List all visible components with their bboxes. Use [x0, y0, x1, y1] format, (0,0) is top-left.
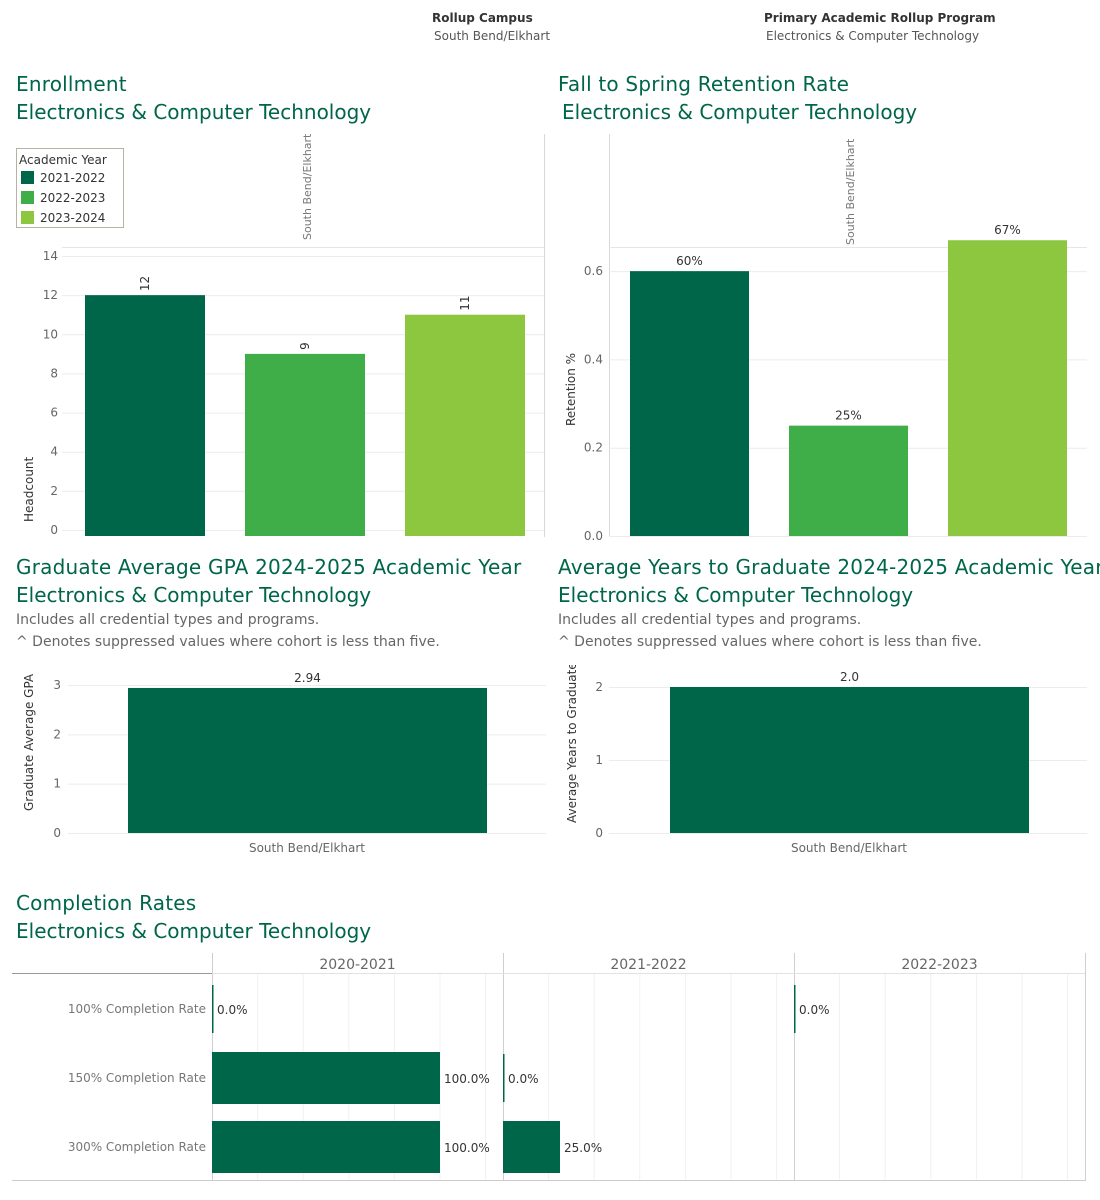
- bar-value-label: 12: [138, 276, 152, 291]
- y-tick-label: 0.2: [584, 441, 603, 455]
- legend-swatch: [21, 191, 34, 204]
- completion-value-label: 100.0%: [444, 1072, 490, 1086]
- gpa-note-suppressed: ^ Denotes suppressed values where cohort…: [16, 634, 440, 650]
- gpa-subtitle: Electronics & Computer Technology: [16, 583, 372, 607]
- y-tick-label: 6: [50, 406, 58, 420]
- y-tick-label: 0: [53, 826, 61, 840]
- enrollment-chart: South Bend/Elkhart 12 9 11 0 2 4 6 8 10 12 14 Hea…: [22, 133, 545, 537]
- panel-header-2022-2023: 2022-2023: [901, 957, 977, 973]
- enrollment-panel-header: South Bend/Elkhart: [301, 133, 314, 240]
- completion-value-label: 100.0%: [444, 1141, 490, 1155]
- y-tick-label: 14: [43, 249, 58, 263]
- gpa-note-credentials: Includes all credential types and progra…: [16, 612, 320, 628]
- completion-value-label: 25.0%: [564, 1141, 602, 1155]
- y-tick-label: 1: [595, 753, 603, 767]
- legend-swatch: [21, 171, 34, 184]
- years-x-category-label: South Bend/Elkhart: [791, 841, 907, 855]
- retention-subtitle: Electronics & Computer Technology: [562, 100, 918, 124]
- bar-value-label: 11: [458, 295, 472, 310]
- y-tick-label: 0.4: [584, 352, 603, 366]
- y-tick-label: 0.6: [584, 264, 603, 278]
- campus-filter-label: Rollup Campus: [432, 11, 533, 25]
- y-tick-label: 4: [50, 445, 58, 459]
- retention-chart: South Bend/Elkhart 60% 25% 67% 0.0 0.2 0.4 0.…: [564, 134, 1087, 543]
- completion-title: Completion Rates: [16, 891, 197, 915]
- program-filter-value[interactable]: Electronics & Computer Technology: [766, 29, 980, 43]
- legend-item-2023-2024[interactable]: 2023-2024: [21, 211, 105, 227]
- y-tick-label: 1: [53, 777, 61, 791]
- panel-header-2020-2021: 2020-2021: [319, 957, 395, 973]
- bar-value-label: 2.0: [840, 670, 859, 684]
- years-note-credentials: Includes all credential types and progra…: [558, 612, 862, 628]
- program-filter-label: Primary Academic Rollup Program: [764, 11, 996, 25]
- years-subtitle: Electronics & Computer Technology: [558, 583, 914, 607]
- y-tick-label: 2: [595, 680, 603, 694]
- y-tick-label: 12: [43, 288, 58, 302]
- y-tick-label: 8: [50, 366, 58, 380]
- legend-item-label: 2022-2023: [40, 191, 106, 205]
- completion-subtitle: Electronics & Computer Technology: [16, 919, 372, 943]
- years-y-axis-label: Average Years to Graduate: [565, 665, 579, 823]
- bar-2022-2023[interactable]: [245, 353, 365, 536]
- legend-item-2021-2022[interactable]: 2021-2022: [21, 171, 105, 187]
- bar-South Bend/Elkhart[interactable]: [128, 687, 487, 833]
- bar-2021-2022[interactable]: [85, 295, 205, 536]
- gpa-y-axis-label: Graduate Average GPA: [22, 673, 36, 811]
- legend-item-label: 2021-2022: [40, 171, 106, 185]
- bar-South Bend/Elkhart[interactable]: [670, 687, 1029, 833]
- bar-value-label: 2.94: [294, 671, 321, 685]
- completion-chart: 2020-2021 2021-2022 2022-2023 100% Complet…: [12, 953, 1086, 1181]
- enrollment-legend: Academic Year 2021-2022 2022-2023 2023-2…: [16, 148, 124, 228]
- gpa-title: Graduate Average GPA 2024-2025 Academic …: [16, 555, 522, 579]
- campus-filter-value[interactable]: South Bend/Elkhart: [434, 29, 551, 43]
- enrollment-title: Enrollment: [16, 72, 127, 96]
- completion-bar[interactable]: [212, 1052, 440, 1104]
- completion-category-label: 300% Completion Rate: [68, 1140, 206, 1154]
- panel-header-2021-2022: 2021-2022: [610, 957, 686, 973]
- completion-category-label: 150% Completion Rate: [68, 1071, 206, 1085]
- y-tick-label: 0.0: [584, 529, 603, 543]
- y-tick-label: 2: [50, 484, 58, 498]
- bar-value-label: 9: [298, 342, 312, 350]
- y-tick-label: 3: [53, 678, 61, 692]
- completion-value-label: 0.0%: [508, 1072, 539, 1086]
- years-title: Average Years to Graduate 2024-2025 Acad…: [558, 555, 1100, 579]
- completion-bar[interactable]: [503, 1121, 560, 1173]
- bar-2021-2022[interactable]: [630, 271, 749, 536]
- retention-title: Fall to Spring Retention Rate: [558, 72, 850, 96]
- y-tick-label: 2: [53, 727, 61, 741]
- years-chart: 2.0 0 1 2 South Bend/Elkhart Average Years…: [565, 665, 1087, 855]
- legend-title: Academic Year: [19, 153, 107, 167]
- enrollment-subtitle: Electronics & Computer Technology: [16, 100, 372, 124]
- completion-category-label: 100% Completion Rate: [68, 1002, 206, 1016]
- legend-item-2022-2023[interactable]: 2022-2023: [21, 191, 105, 207]
- completion-bar[interactable]: [212, 1121, 440, 1173]
- completion-value-label: 0.0%: [217, 1003, 248, 1017]
- years-note-suppressed: ^ Denotes suppressed values where cohort…: [558, 634, 982, 650]
- gpa-chart: 2.94 0 1 2 3 South Bend/Elkhart Graduate Av…: [22, 671, 546, 855]
- bar-2022-2023[interactable]: [789, 425, 908, 536]
- legend-swatch: [21, 211, 34, 224]
- bar-2023-2024[interactable]: [405, 314, 525, 536]
- y-tick-label: 0: [50, 523, 58, 537]
- bar-2023-2024[interactable]: [948, 240, 1067, 536]
- retention-panel-header: South Bend/Elkhart: [844, 138, 857, 245]
- legend-item-label: 2023-2024: [40, 211, 106, 225]
- bar-value-label: 60%: [676, 254, 703, 268]
- y-tick-label: 10: [43, 327, 58, 341]
- retention-y-axis-label: Retention %: [564, 353, 578, 426]
- enrollment-y-axis-label: Headcount: [22, 456, 36, 522]
- completion-value-label: 0.0%: [799, 1003, 830, 1017]
- bar-value-label: 25%: [835, 409, 862, 423]
- bar-value-label: 67%: [994, 223, 1021, 237]
- gpa-x-category-label: South Bend/Elkhart: [249, 841, 365, 855]
- y-tick-label: 0: [595, 826, 603, 840]
